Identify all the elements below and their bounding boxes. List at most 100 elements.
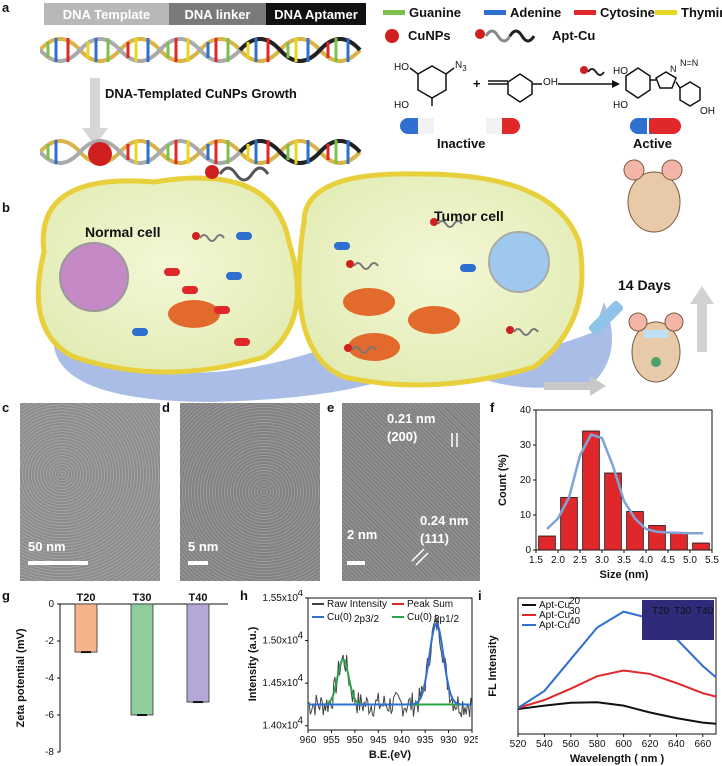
vial-label: T30 (674, 606, 692, 617)
active-capsule (630, 118, 681, 134)
scale-bar-e (347, 561, 365, 565)
lattice-p1: (200) (387, 429, 418, 444)
y-tick-label: 10 (520, 510, 532, 521)
x-tick-label: 955 (323, 735, 340, 746)
x-tick-label: 925 (464, 735, 478, 746)
x-tick-label: 520 (510, 739, 527, 750)
y-tick-label: -8 (45, 747, 54, 758)
active-label: Active (633, 136, 673, 151)
legend-label: Raw Intensity (327, 599, 387, 610)
legend-sup: 40 (569, 616, 581, 627)
x-tick-label: 930 (440, 735, 457, 746)
y-axis-label: FL Intensity (487, 634, 499, 696)
legend-label: Cu(0) (407, 612, 432, 623)
y-tick-label: 1.50x10 (262, 636, 298, 647)
segment-linker: DNA linker (169, 3, 266, 25)
panel-label-d: d (162, 400, 170, 415)
days-label: 14 Days (618, 277, 671, 293)
plus-sign: + (473, 76, 481, 91)
cunp-particle (88, 142, 112, 166)
legend-adenine: Adenine (484, 5, 561, 20)
y-tick-label: 20 (520, 475, 532, 486)
y-tick-label: 0 (48, 599, 54, 610)
reaction-arrow (558, 66, 620, 88)
y-tick-label: -6 (45, 710, 54, 721)
x-tick-label: 5.5 (705, 555, 719, 566)
y-tick-label: 1.40x10 (262, 721, 298, 732)
y-tick-exponent: 4 (297, 673, 303, 684)
tissue-layer (53, 302, 612, 402)
histogram-bar (604, 472, 622, 551)
x-tick-label: 540 (536, 739, 553, 750)
y-tick-label: 1.55x10 (262, 593, 298, 604)
legend-label: Apt-Cu (539, 600, 570, 611)
x-axis-label: Size (nm) (600, 569, 649, 581)
cell-scheme (35, 159, 714, 402)
legend-sup: 20 (569, 596, 581, 607)
fl-series-line (517, 610, 717, 709)
lattice-markers (411, 433, 458, 566)
aptcu-icon (475, 29, 536, 43)
lattice-d2: 0.24 nm (420, 513, 469, 528)
aptcu-small (192, 165, 539, 354)
category-label: T20 (77, 592, 96, 604)
histogram-bar (560, 497, 578, 551)
alkyne-molecule (488, 73, 542, 103)
azide-ho-top: HO (394, 62, 409, 73)
mouse-sick (628, 312, 684, 383)
legend-thymine: Thymine (655, 5, 722, 20)
product-n: N (670, 64, 677, 74)
x-tick-label: 2.0 (551, 555, 565, 566)
inactive-label: Inactive (437, 136, 486, 151)
x-tick-label: 4.5 (661, 555, 675, 566)
adenine-swatch (484, 10, 506, 15)
legend-label: Apt-Cu (539, 610, 570, 621)
cunps-icon (385, 29, 399, 43)
panel-label-c: c (2, 400, 10, 415)
panel-label-e: e (327, 400, 335, 415)
x-axis-label: Wavelength ( nm ) (570, 753, 665, 765)
inactive-capsules (400, 118, 520, 134)
x-tick-label: 660 (694, 739, 711, 750)
y-axis-label: Count (%) (497, 454, 509, 506)
legend-label: Apt-Cu (539, 620, 570, 631)
y-tick-label: 1.45x10 (262, 678, 298, 689)
vial-label: T40 (696, 606, 714, 617)
y-axis-label: Zeta potential (mV) (15, 628, 27, 727)
product-ho-top: HO (613, 66, 628, 77)
zeta-bar (186, 603, 210, 703)
x-tick-label: 1.5 (529, 555, 543, 566)
panel-label-i: i (478, 588, 482, 603)
x-tick-label: 2.5 (573, 555, 587, 566)
growth-label: DNA-Templated CuNPs Growth (105, 86, 297, 101)
x-tick-label: 560 (562, 739, 579, 750)
mitochondrion (168, 300, 220, 328)
legend-label: Peak Sum (407, 599, 453, 610)
raw-intensity-line (307, 614, 473, 718)
normal-cell-label: Normal cell (85, 224, 161, 240)
segment-template: DNA Template (44, 3, 169, 25)
legend-guanine: Guanine (383, 5, 461, 20)
syringe-icon (588, 300, 624, 336)
vial-label: T20 (652, 606, 670, 617)
tem-image-e: 0.21 nm (200) 0.24 nm (111) 2 nm (342, 403, 480, 581)
tumor-nucleus (488, 231, 550, 293)
y-tick-label: 40 (520, 405, 532, 416)
azide-ho-bottom: HO (394, 100, 409, 111)
thymine-swatch (655, 10, 677, 15)
x-tick-label: 945 (370, 735, 387, 746)
dna-helix-drawing (40, 37, 362, 166)
dna-helix-bottom (40, 139, 362, 166)
histogram-bar (538, 535, 556, 551)
azide-n3: N3 (455, 60, 467, 73)
zeta-bar (130, 603, 154, 716)
product-oh: OH (700, 106, 715, 117)
vial-photo-inset (642, 600, 714, 640)
lattice-d1: 0.21 nm (387, 411, 436, 426)
mouse-healthy (623, 159, 683, 233)
segment-aptamer: DNA Aptamer (266, 3, 366, 25)
x-tick-label: 3.0 (595, 555, 609, 566)
fit-curve (546, 432, 704, 535)
chart-g: T20 T30 T40 0 -2 -4 -6 -8 Zeta potential (mV) (15, 592, 228, 758)
x-tick-label: 600 (615, 739, 632, 750)
